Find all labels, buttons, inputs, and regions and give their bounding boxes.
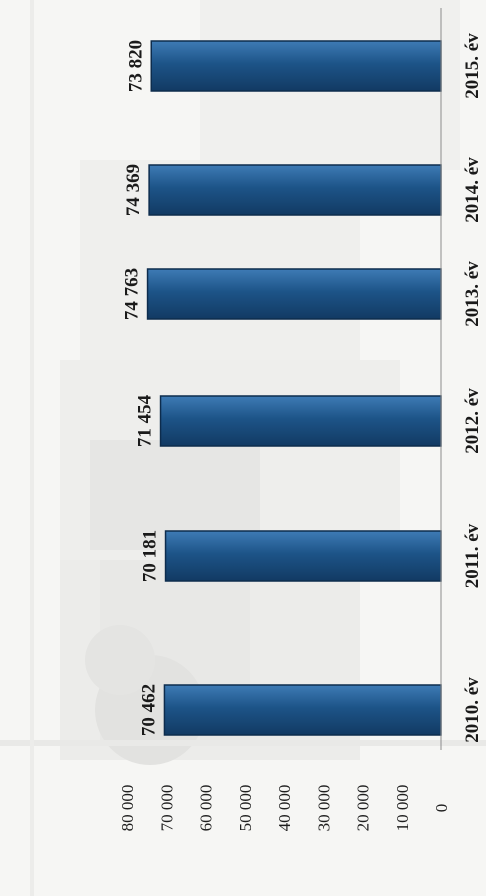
y-tick-label-5: 50 000 xyxy=(236,785,255,832)
y-tick-label-8: 80 000 xyxy=(118,785,137,832)
bar-2 xyxy=(159,395,442,447)
category-label-2: 2012. év xyxy=(462,388,483,454)
value-label-3: 74 763 xyxy=(122,268,143,320)
value-label-2: 71 454 xyxy=(135,394,156,447)
bars-layer xyxy=(146,40,442,736)
y-tick-label-3: 30 000 xyxy=(314,785,333,832)
y-tick-label-0: 0 xyxy=(432,804,451,813)
y-axis: 0 10 000 20 000 30 000 40 000 50 000 60 000 70 … xyxy=(118,8,451,831)
category-label-4: 2014. év xyxy=(462,157,483,223)
bar-1 xyxy=(164,530,442,582)
y-tick-label-7: 70 000 xyxy=(157,785,176,832)
y-tick-label-4: 40 000 xyxy=(275,785,294,832)
y-tick-label-1: 10 000 xyxy=(393,785,412,832)
category-label-3: 2013. év xyxy=(462,261,483,327)
category-label-0: 2010. év xyxy=(462,677,483,743)
bar-4 xyxy=(148,164,442,216)
value-label-4: 74 369 xyxy=(123,164,144,216)
category-label-1: 2011. év xyxy=(462,523,483,588)
bar-0 xyxy=(163,684,442,736)
value-label-0: 70 462 xyxy=(138,684,159,736)
category-label-5: 2015. év xyxy=(462,33,483,99)
bar-5 xyxy=(150,40,442,92)
labels-layer: 70 462 2010. év 70 181 2011. év 71 454 2012. … xyxy=(122,33,483,743)
bar-3 xyxy=(146,268,442,320)
value-label-1: 70 181 xyxy=(140,530,161,582)
y-tick-label-2: 20 000 xyxy=(354,785,373,832)
y-tick-label-6: 60 000 xyxy=(197,785,216,832)
value-label-5: 73 820 xyxy=(125,40,146,92)
